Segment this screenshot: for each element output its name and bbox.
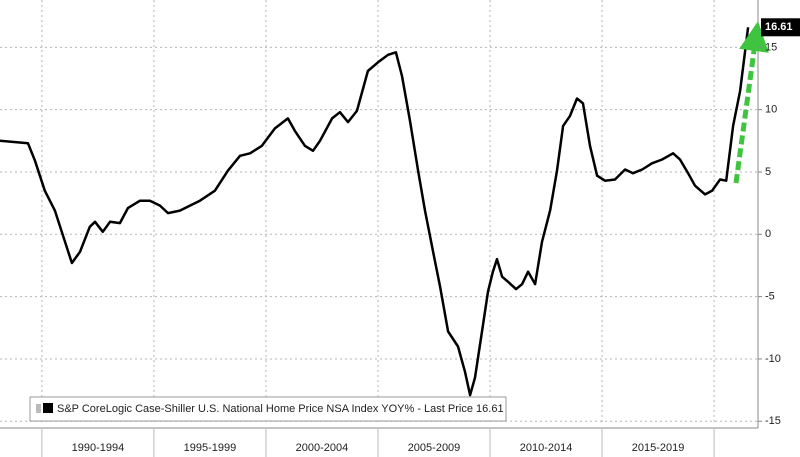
y-tick-label: -5 [765, 291, 775, 303]
y-tick-label: 0 [765, 228, 771, 240]
plot [0, 27, 750, 397]
x-tick-label: 1990-1994 [72, 442, 125, 454]
legend-series: S&P CoreLogic Case-Shiller U.S. National… [57, 403, 414, 415]
legend-sep: - [414, 403, 424, 415]
y-tick-label: 10 [765, 104, 777, 116]
trend-arrow [733, 21, 769, 184]
y-tick-label: 15 [765, 41, 777, 53]
legend-swatch [43, 403, 53, 413]
x-tick-label: 2010-2014 [520, 442, 573, 454]
legend-text: S&P CoreLogic Case-Shiller U.S. National… [57, 403, 504, 415]
legend-box [29, 396, 507, 422]
last-price-label: 16.61 [765, 21, 793, 33]
legend-last-label: Last Price [424, 403, 473, 415]
y-tick-label: -10 [765, 353, 781, 365]
x-tick-label: 2015-2019 [632, 442, 685, 454]
x-tick-label: 2005-2009 [408, 442, 461, 454]
x-tick-label: 1995-1999 [184, 442, 237, 454]
y-tick-label: 5 [765, 166, 771, 178]
x-tick-label: 2000-2004 [296, 442, 349, 454]
grid [0, 0, 758, 425]
legend-handle [36, 404, 41, 413]
legend-last-value: 16.61 [476, 403, 504, 415]
y-tick-label: -15 [765, 415, 781, 427]
series-line [0, 27, 750, 397]
last-price-tag [761, 18, 800, 37]
legend: S&P CoreLogic Case-Shiller U.S. National… [29, 396, 507, 422]
